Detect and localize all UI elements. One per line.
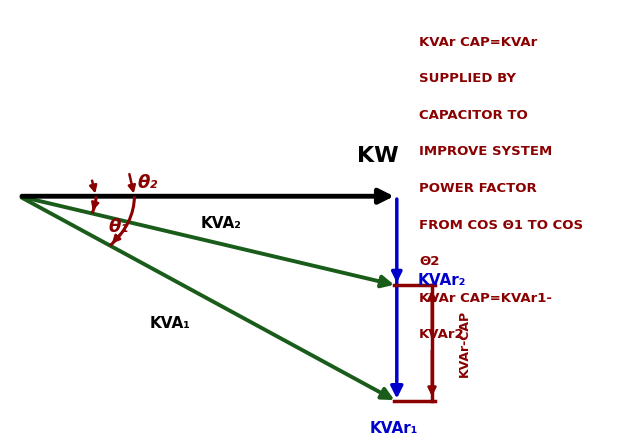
Text: KVA₂: KVA₂ [200,215,241,231]
Text: KVAr CAP=KVAr1-: KVAr CAP=KVAr1- [419,292,552,305]
Text: KVAr₂: KVAr₂ [417,273,466,288]
Text: θ₁: θ₁ [108,219,129,236]
Text: KVAr2: KVAr2 [419,328,465,341]
Text: KVAr CAP=KVAr: KVAr CAP=KVAr [419,36,538,49]
Text: SUPPLIED BY: SUPPLIED BY [419,72,516,85]
Text: IMPROVE SYSTEM: IMPROVE SYSTEM [419,145,552,158]
Text: KW: KW [356,146,399,166]
Text: θ₂: θ₂ [137,174,157,192]
Text: POWER FACTOR: POWER FACTOR [419,182,537,195]
Text: CAPACITOR TO: CAPACITOR TO [419,109,528,122]
Text: Θ2: Θ2 [419,255,440,268]
Text: KVAr-CAP: KVAr-CAP [458,310,470,377]
Text: KVA₁: KVA₁ [149,316,190,331]
Text: FROM COS Θ1 TO COS: FROM COS Θ1 TO COS [419,219,583,231]
Text: KVAr₁: KVAr₁ [369,421,418,436]
